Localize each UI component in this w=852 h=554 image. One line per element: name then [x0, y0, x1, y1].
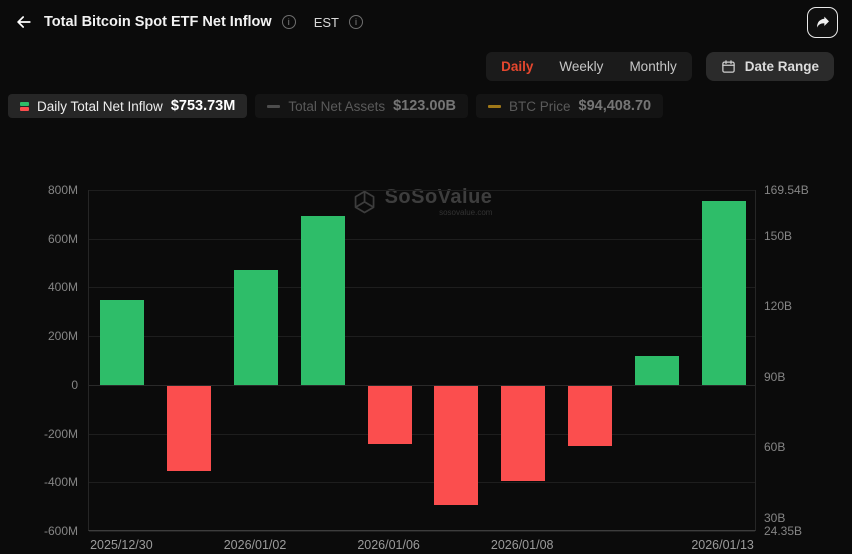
- gridline: [89, 531, 755, 532]
- bar-8[interactable]: [568, 385, 612, 446]
- bar-1[interactable]: [100, 299, 145, 385]
- y-axis-tick-left: -200M: [43, 426, 78, 441]
- x-axis-tick: 2026/01/13: [691, 538, 754, 552]
- x-axis-tick: 2025/12/30: [90, 538, 153, 552]
- y-axis-tick-left: 0: [71, 377, 78, 392]
- period-tabs: Daily Weekly Monthly: [486, 52, 692, 81]
- date-range-button[interactable]: Date Range: [705, 52, 834, 81]
- x-axis-tick: 2026/01/08: [490, 538, 554, 552]
- tab-monthly[interactable]: Monthly: [629, 59, 677, 74]
- bar-7[interactable]: [501, 385, 546, 481]
- legend-value: $94,408.70: [578, 98, 652, 114]
- gridline: [89, 384, 755, 386]
- bar-3[interactable]: [234, 270, 278, 385]
- top-bar: Total Bitcoin Spot ETF Net Inflow i EST …: [0, 0, 852, 44]
- dash-gold-icon: [488, 104, 501, 108]
- legend-value: $753.73M: [170, 98, 236, 114]
- x-axis-tick: 2026/01/06: [357, 538, 420, 552]
- bar-5[interactable]: [367, 385, 412, 445]
- timezone-label: EST: [313, 14, 339, 30]
- sosovalue-logo-icon: [352, 189, 378, 215]
- bar-4[interactable]: [300, 215, 345, 385]
- gridline: [89, 238, 755, 240]
- plot-area: [88, 190, 756, 532]
- y-axis-tick-right: 24.35B: [764, 524, 803, 538]
- dash-gray-icon: [267, 104, 281, 108]
- y-axis-tick-right: 169.54B: [764, 183, 809, 197]
- y-axis-tick-left: -400M: [43, 475, 78, 490]
- y-axis-tick-left: 200M: [47, 329, 78, 344]
- x-axis-tick: 2026/01/02: [223, 538, 287, 552]
- y-axis-tick-right: 150B: [764, 228, 793, 243]
- watermark-domain: sosovalue.com: [439, 208, 493, 217]
- tab-weekly[interactable]: Weekly: [559, 59, 604, 74]
- candle-icon: [20, 101, 29, 111]
- y-axis-tick-right: 90B: [764, 369, 786, 384]
- chart-controls: Daily Weekly Monthly Date Range: [0, 44, 852, 81]
- gridline: [89, 190, 755, 191]
- tab-daily[interactable]: Daily: [501, 59, 534, 74]
- gridline: [89, 482, 755, 484]
- share-icon: [815, 14, 831, 30]
- legend-label: Total Net Assets: [288, 98, 386, 114]
- gridline: [89, 287, 755, 289]
- calendar-icon: [721, 59, 736, 74]
- y-axis-tick-right: 30B: [764, 510, 786, 525]
- title-info-icon[interactable]: i: [281, 15, 296, 29]
- legend-label: Daily Total Net Inflow: [37, 98, 163, 114]
- gridline: [89, 336, 755, 338]
- y-axis-tick-right: 60B: [764, 440, 786, 455]
- gridline: [89, 433, 755, 435]
- back-arrow-icon[interactable]: [14, 12, 34, 32]
- timezone-info-icon[interactable]: i: [348, 15, 363, 29]
- watermark: SoSoValue sosovalue.com: [352, 186, 493, 217]
- legend-item-2[interactable]: Total Net Assets $123.00B: [255, 94, 468, 118]
- legend-item-1[interactable]: Daily Total Net Inflow $753.73M: [8, 94, 248, 118]
- share-button[interactable]: [807, 6, 838, 38]
- date-range-label: Date Range: [744, 59, 819, 74]
- legend-value: $123.00B: [393, 98, 456, 114]
- bar-2[interactable]: [167, 385, 212, 472]
- y-axis-tick-left: 800M: [47, 183, 78, 197]
- y-axis-tick-left: -600M: [43, 524, 78, 538]
- y-axis-tick-left: 400M: [47, 280, 78, 295]
- y-axis-tick-left: 600M: [47, 231, 78, 246]
- bar-9[interactable]: [634, 355, 679, 385]
- chart-area: SoSoValue sosovalue.com 800M 600M 400M 200M…: [0, 150, 852, 554]
- legend-label: BTC Price: [509, 98, 571, 114]
- bar-6[interactable]: [434, 385, 479, 506]
- page-title: Total Bitcoin Spot ETF Net Inflow: [44, 14, 272, 30]
- watermark-brand: SoSoValue: [384, 186, 493, 208]
- chart-legend: Daily Total Net Inflow $753.73M Total Net …: [0, 81, 852, 118]
- y-axis-tick-right: 120B: [764, 299, 793, 314]
- legend-item-3[interactable]: BTC Price $94,408.70: [476, 94, 664, 118]
- bar-10[interactable]: [701, 201, 746, 385]
